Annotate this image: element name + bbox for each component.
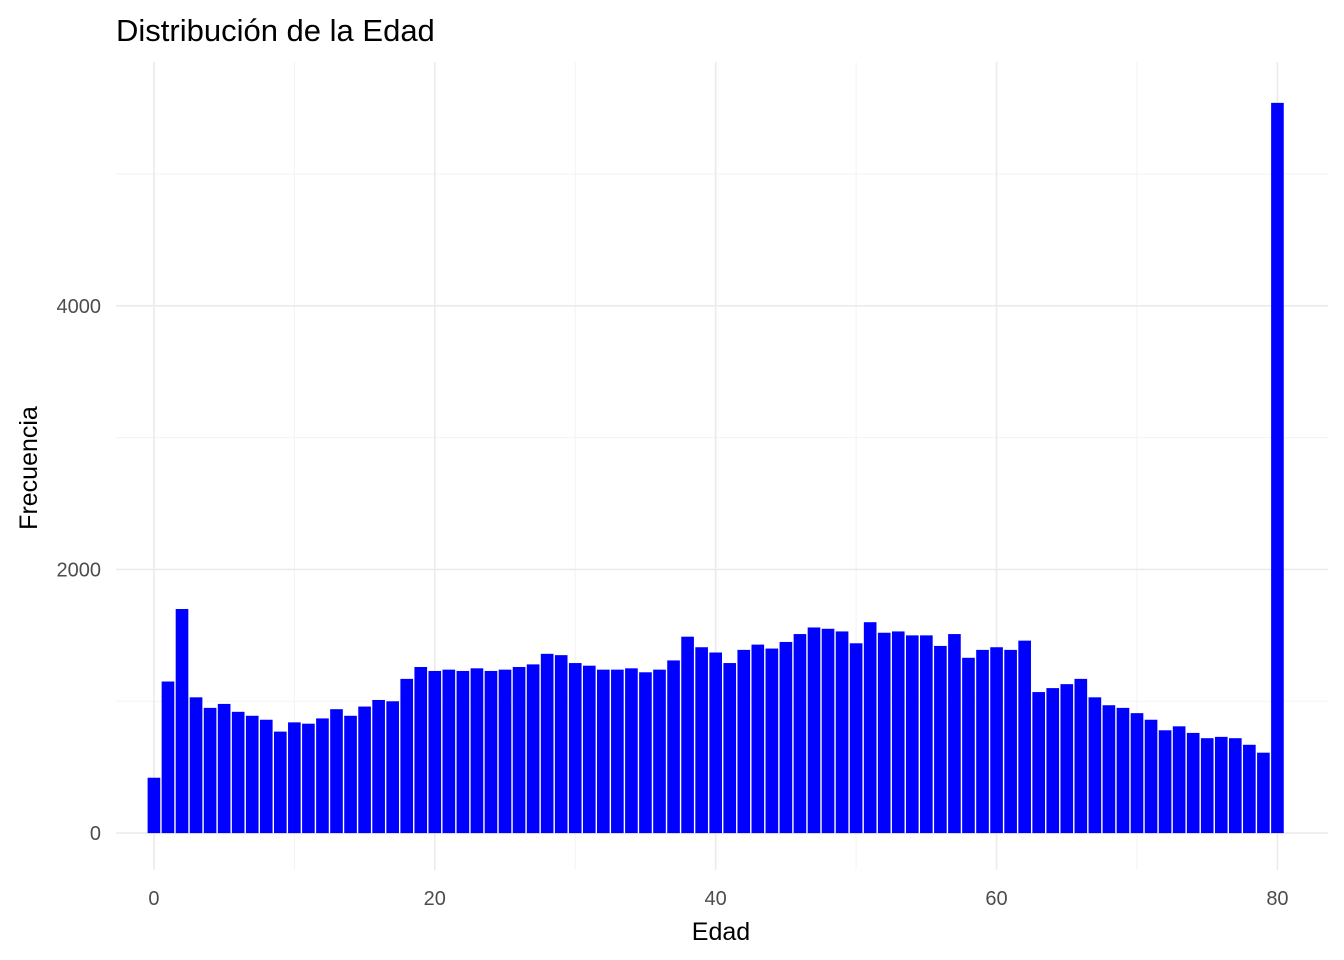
bar <box>1046 688 1060 834</box>
bar <box>920 635 933 834</box>
x-tick-label: 0 <box>148 888 159 910</box>
bar <box>1144 719 1158 834</box>
bar <box>259 719 273 834</box>
bar <box>386 701 399 834</box>
bar <box>568 663 582 834</box>
bar <box>723 663 737 834</box>
bar <box>330 709 343 834</box>
bar <box>1172 726 1186 834</box>
bar <box>161 681 175 834</box>
bar <box>1060 684 1074 834</box>
bar <box>526 664 540 834</box>
bar <box>231 711 245 834</box>
bar <box>807 627 821 834</box>
bar <box>470 668 484 834</box>
bar <box>1257 752 1270 834</box>
chart-title: Distribución de la Edad <box>116 13 435 48</box>
bar <box>203 707 217 834</box>
bar <box>288 722 301 834</box>
y-tick-label: 0 <box>90 823 101 845</box>
y-axis-title: Frecuencia <box>15 406 43 530</box>
bar <box>175 609 189 834</box>
bar <box>821 628 835 834</box>
bar <box>1102 705 1116 834</box>
bar <box>1186 732 1200 834</box>
x-tick-label: 20 <box>424 888 446 910</box>
bar <box>1018 640 1031 834</box>
bar <box>554 655 568 834</box>
bar <box>442 669 456 834</box>
bar <box>400 678 414 834</box>
bar <box>1074 678 1088 834</box>
bar <box>273 731 287 834</box>
bar <box>245 715 259 834</box>
bar <box>653 669 666 834</box>
bar <box>1088 697 1102 834</box>
bar <box>849 643 863 834</box>
bar <box>681 636 694 834</box>
bar <box>793 634 807 834</box>
bar <box>456 670 470 834</box>
bar <box>877 632 891 834</box>
y-tick-label: 2000 <box>57 559 102 581</box>
bar <box>863 622 877 834</box>
bar <box>1032 692 1046 834</box>
bar <box>1228 738 1242 834</box>
bars <box>147 102 1284 834</box>
bar <box>217 703 231 834</box>
bar <box>344 715 357 834</box>
bar <box>934 645 947 834</box>
bar <box>147 777 161 834</box>
bar <box>358 706 371 834</box>
bar <box>428 670 442 834</box>
y-tick-label: 4000 <box>57 296 102 318</box>
bar <box>540 653 554 834</box>
bar <box>695 647 708 834</box>
bar <box>484 670 498 834</box>
bar <box>1200 738 1214 834</box>
bar <box>948 634 961 834</box>
bar <box>582 665 596 834</box>
bar <box>414 667 428 834</box>
bar <box>751 644 765 834</box>
bar <box>1271 102 1284 834</box>
bar <box>891 631 905 834</box>
bar <box>990 647 1003 834</box>
bar <box>1004 649 1017 834</box>
bar <box>498 669 512 834</box>
bar <box>779 641 793 834</box>
x-tick-label: 60 <box>985 888 1007 910</box>
bar <box>709 652 722 834</box>
x-tick-label: 40 <box>705 888 727 910</box>
bar <box>512 667 526 834</box>
bar <box>1243 744 1256 834</box>
bar <box>625 668 638 834</box>
bar <box>1214 736 1228 834</box>
x-axis-tick-labels: 0 20 40 60 80 <box>148 888 1288 910</box>
bar <box>597 669 610 834</box>
bar <box>1158 730 1172 834</box>
bar <box>316 718 329 834</box>
bar <box>372 699 385 834</box>
bar <box>765 648 779 834</box>
y-axis-tick-labels: 0 2000 4000 <box>57 296 102 845</box>
bar <box>302 723 315 834</box>
bar <box>1130 713 1144 834</box>
bar <box>835 631 849 834</box>
bar <box>905 635 919 834</box>
bar <box>189 697 203 834</box>
bar <box>667 660 680 834</box>
bar <box>1116 707 1130 834</box>
bar <box>611 669 624 834</box>
bar <box>976 649 989 834</box>
bar <box>737 649 751 834</box>
bar <box>639 672 652 834</box>
bar <box>962 657 975 834</box>
x-tick-label: 80 <box>1266 888 1288 910</box>
x-axis-title: Edad <box>692 918 750 946</box>
